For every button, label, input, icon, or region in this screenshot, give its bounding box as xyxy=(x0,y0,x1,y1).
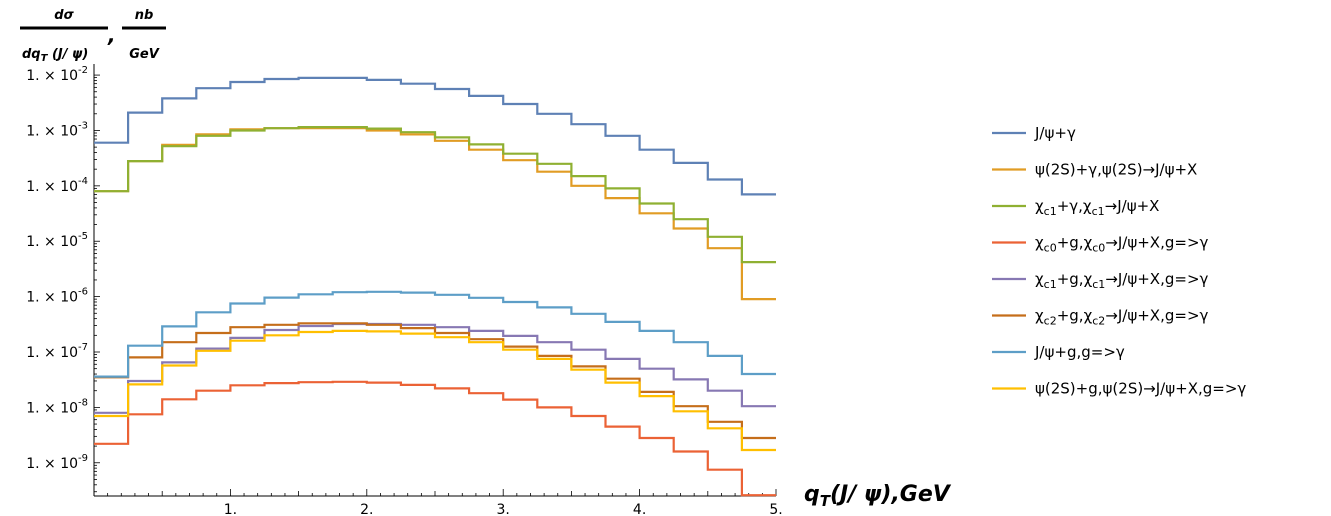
series-line-1 xyxy=(94,127,776,301)
series-line-7 xyxy=(94,329,776,452)
x-tick-label: 1. xyxy=(224,502,237,516)
legend-label-3: χc0+g,χc0→J/ψ+X,g=>γ xyxy=(1035,234,1209,255)
y-tick-label-base: 1. × 10 xyxy=(26,345,78,361)
series-line-3 xyxy=(94,380,776,497)
legend-label-sub: c1 xyxy=(1092,205,1105,218)
legend-label-sub: c2 xyxy=(1044,315,1057,328)
y-tick-label: 1. × 10-9 xyxy=(26,453,88,472)
y-tick-label-base: 1. × 10 xyxy=(26,400,78,416)
legend-label-part: +g,χ xyxy=(1057,234,1093,252)
x-axis-label: qT(J/ ψ),GeV xyxy=(804,482,952,510)
y-tick-label-exponent: -9 xyxy=(78,453,88,464)
legend-label-5: χc2+g,χc2→J/ψ+X,g=>γ xyxy=(1035,307,1209,328)
series-line-2 xyxy=(94,126,776,264)
legend-label-part: →J/ψ+X,g=>γ xyxy=(1105,270,1208,288)
series-line-6 xyxy=(94,290,776,378)
y-tick-label-exponent: -6 xyxy=(78,287,88,298)
axes: 1. × 10-21. × 10-31. × 10-41. × 10-51. ×… xyxy=(26,64,783,516)
legend-label-7: ψ(2S)+g,ψ(2S)→J/ψ+X,g=>γ xyxy=(1035,380,1246,398)
legend-label-part: →J/ψ+X,g=>γ xyxy=(1105,234,1208,252)
legend-label-part: ψ(2S)+γ,ψ(2S)→J/ψ+X xyxy=(1035,161,1197,179)
legend-label-sub: c1 xyxy=(1092,278,1105,291)
legend-label-6: J/ψ+g,g=>γ xyxy=(1034,343,1125,361)
y-tick-label: 1. × 10-2 xyxy=(26,65,88,84)
legend-label-part: →J/ψ+X xyxy=(1105,197,1160,215)
series-line-0 xyxy=(94,76,776,196)
legend-label-part: χ xyxy=(1035,307,1044,325)
legend: J/ψ+γψ(2S)+γ,ψ(2S)→J/ψ+Xχc1+γ,χc1→J/ψ+Xχ… xyxy=(992,124,1246,398)
y-tick-label-base: 1. × 10 xyxy=(26,290,78,306)
legend-label-part: +g,χ xyxy=(1057,307,1093,325)
y-label-frac2-numerator: nb xyxy=(135,8,154,23)
y-label-frac1-numerator: dσ xyxy=(54,8,74,23)
y-tick-label-exponent: -8 xyxy=(78,397,88,408)
y-tick-label-exponent: -4 xyxy=(78,176,88,187)
y-tick-label-base: 1. × 10 xyxy=(26,456,78,472)
legend-label-part: +γ,χ xyxy=(1057,197,1092,215)
y-tick-label: 1. × 10-5 xyxy=(26,231,88,250)
legend-label-part: +g,χ xyxy=(1057,270,1093,288)
legend-label-sub: c2 xyxy=(1092,315,1105,328)
y-tick-label-exponent: -5 xyxy=(78,231,88,242)
series-layer xyxy=(94,76,776,497)
legend-label-2: χc1+γ,χc1→J/ψ+X xyxy=(1035,197,1159,218)
legend-label-part: J/ψ+g,g=>γ xyxy=(1034,343,1125,361)
legend-label-0: J/ψ+γ xyxy=(1034,124,1076,142)
y-tick-label: 1. × 10-6 xyxy=(26,287,88,306)
y-tick-label: 1. × 10-3 xyxy=(26,120,88,139)
y-label-separator: , xyxy=(107,23,116,47)
legend-label-sub: c0 xyxy=(1092,242,1105,255)
x-tick-label: 4. xyxy=(633,502,646,516)
x-tick-label: 5. xyxy=(769,502,782,516)
y-label-frac1-denominator: dqT (J/ ψ) xyxy=(22,47,88,64)
legend-label-part: J/ψ+γ xyxy=(1034,124,1076,142)
y-label-frac2-denominator: GeV xyxy=(129,47,159,62)
y-tick-label-base: 1. × 10 xyxy=(26,123,78,139)
legend-label-part: χ xyxy=(1035,197,1044,215)
legend-label-sub: c1 xyxy=(1044,278,1057,291)
x-tick-label: 3. xyxy=(497,502,510,516)
legend-label-4: χc1+g,χc1→J/ψ+X,g=>γ xyxy=(1035,270,1209,291)
legend-label-part: ψ(2S)+g,ψ(2S)→J/ψ+X,g=>γ xyxy=(1035,380,1246,398)
legend-label-1: ψ(2S)+γ,ψ(2S)→J/ψ+X xyxy=(1035,161,1197,179)
legend-label-part: χ xyxy=(1035,270,1044,288)
y-tick-label-exponent: -3 xyxy=(78,120,88,131)
y-tick-label: 1. × 10-8 xyxy=(26,397,88,416)
y-tick-label-exponent: -7 xyxy=(78,342,88,353)
legend-label-sub: c1 xyxy=(1044,205,1057,218)
y-tick-label-exponent: -2 xyxy=(78,65,88,76)
y-tick-label: 1. × 10-7 xyxy=(26,342,88,361)
y-tick-label: 1. × 10-4 xyxy=(26,176,88,195)
y-tick-label-base: 1. × 10 xyxy=(26,234,78,250)
y-tick-label-base: 1. × 10 xyxy=(26,68,78,84)
legend-label-part: χ xyxy=(1035,234,1044,252)
y-tick-label-base: 1. × 10 xyxy=(26,179,78,195)
y-axis-label: dσ dqT (J/ ψ) , nb GeV xyxy=(20,8,166,64)
legend-label-part: →J/ψ+X,g=>γ xyxy=(1105,307,1208,325)
legend-label-sub: c0 xyxy=(1044,242,1057,255)
x-tick-label: 2. xyxy=(360,502,373,516)
